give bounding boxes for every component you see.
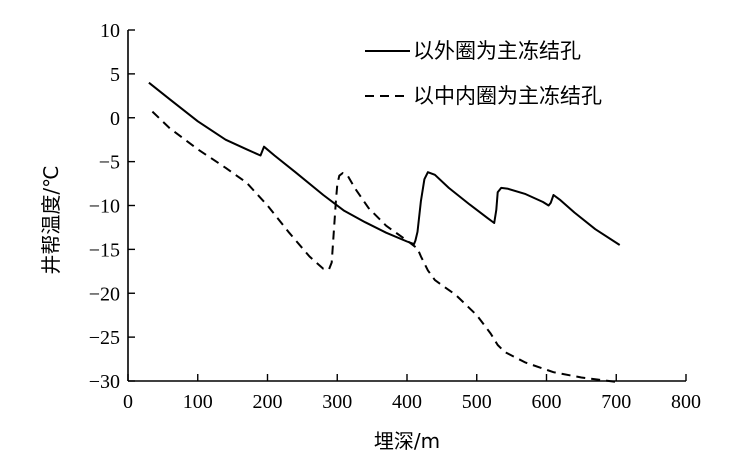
ticks: 0 100 200 300 400 500 600 700 800 10 5 0 −5 −10 −15 −20… bbox=[89, 20, 701, 413]
x-tick-label: 200 bbox=[253, 391, 283, 413]
y-tick-label: −5 bbox=[99, 152, 120, 174]
x-tick-label: 800 bbox=[671, 391, 701, 413]
legend: 以外圈为主冻结孔 以中内圈为主冻结孔 bbox=[365, 39, 602, 108]
legend-label-outer: 以外圈为主冻结孔 bbox=[413, 39, 581, 63]
series-line-outer-ring bbox=[148, 81, 621, 246]
series-line-inner-ring bbox=[151, 110, 617, 383]
y-tick-label: 10 bbox=[100, 20, 120, 42]
x-tick-label: 500 bbox=[462, 391, 492, 413]
y-tick-label: −30 bbox=[89, 371, 120, 393]
x-tick-label: 700 bbox=[601, 391, 631, 413]
axes bbox=[127, 30, 686, 382]
y-tick-label: −10 bbox=[89, 196, 120, 218]
x-tick-label: 300 bbox=[322, 391, 352, 413]
x-tick-label: 100 bbox=[183, 391, 213, 413]
x-tick-label: 400 bbox=[392, 391, 422, 413]
y-tick-label: −25 bbox=[89, 327, 120, 349]
y-tick-label: −15 bbox=[89, 239, 120, 261]
x-axis-label: 埋深/m bbox=[374, 429, 440, 453]
y-tick-label: 5 bbox=[110, 64, 120, 86]
series bbox=[148, 81, 621, 383]
y-tick-label: 0 bbox=[110, 108, 120, 130]
y-tick-label: −20 bbox=[89, 283, 120, 305]
x-tick-label: 0 bbox=[123, 391, 133, 413]
legend-label-inner: 以中内圈为主冻结孔 bbox=[413, 84, 602, 108]
x-tick-label: 600 bbox=[532, 391, 562, 413]
y-axis-label: 井帮温度/℃ bbox=[39, 165, 63, 274]
